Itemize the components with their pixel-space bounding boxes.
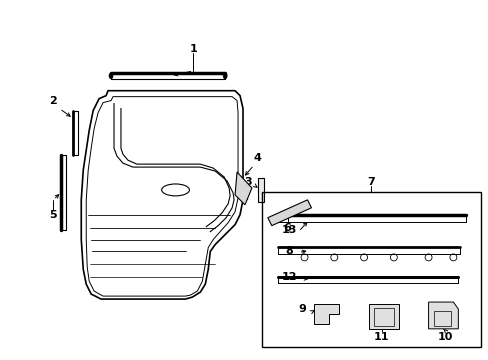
Polygon shape — [81, 91, 243, 299]
Text: 7: 7 — [366, 177, 374, 187]
Text: 2: 2 — [49, 96, 57, 105]
Text: 13: 13 — [282, 225, 297, 235]
Polygon shape — [427, 302, 457, 329]
Ellipse shape — [109, 73, 113, 79]
Bar — [433, 311, 450, 326]
Text: 3: 3 — [244, 177, 251, 187]
Text: 11: 11 — [373, 332, 389, 342]
Bar — [373, 308, 393, 326]
Polygon shape — [267, 200, 311, 226]
Text: 6: 6 — [283, 222, 291, 233]
Text: 1: 1 — [189, 44, 197, 54]
Polygon shape — [235, 172, 251, 205]
Bar — [368, 304, 398, 329]
Bar — [262, 192, 480, 347]
Text: 5: 5 — [50, 210, 57, 220]
Text: 8: 8 — [285, 247, 293, 256]
Polygon shape — [314, 304, 339, 324]
Text: 9: 9 — [298, 304, 306, 314]
Ellipse shape — [223, 73, 226, 79]
Text: 12: 12 — [281, 272, 297, 282]
Text: 10: 10 — [437, 332, 452, 342]
Text: 4: 4 — [253, 153, 261, 163]
Polygon shape — [257, 178, 264, 202]
